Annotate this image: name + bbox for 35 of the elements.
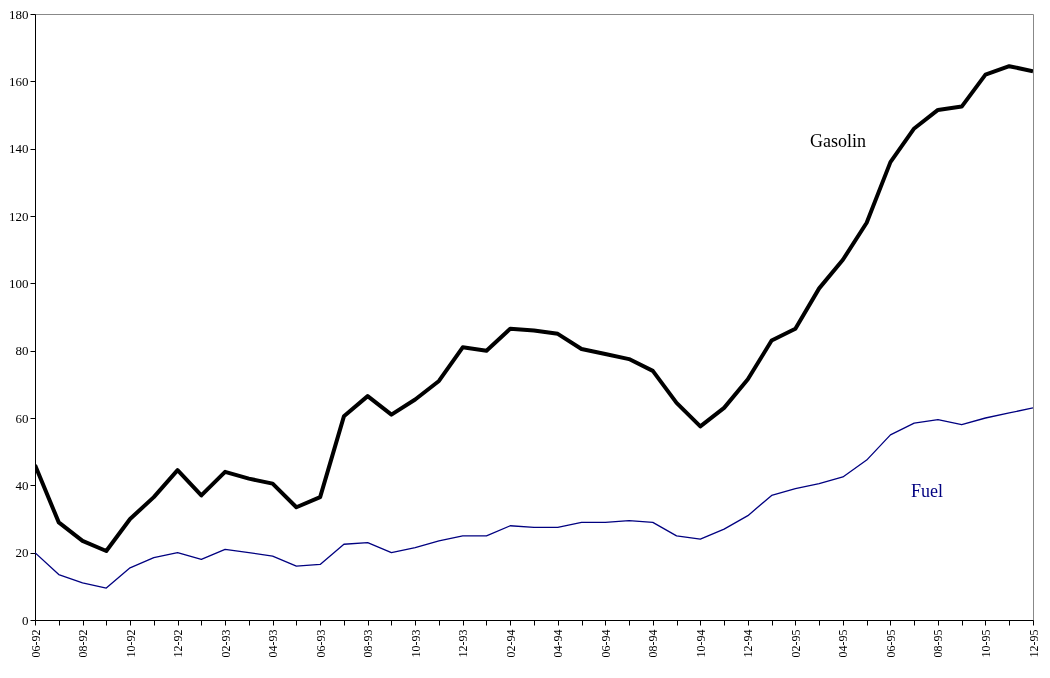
y-tick-label: 140 bbox=[9, 141, 29, 157]
x-tick-label: 08-94 bbox=[646, 629, 661, 658]
x-tick-label: 02-95 bbox=[788, 629, 803, 658]
x-tick-label: 04-93 bbox=[266, 629, 281, 658]
y-tick-label: 60 bbox=[15, 410, 29, 426]
x-tick-label: 08-95 bbox=[931, 629, 946, 658]
x-tick-label: 10-93 bbox=[408, 629, 423, 658]
x-tick-label: 12-94 bbox=[741, 629, 756, 658]
x-tick-label: 02-93 bbox=[218, 629, 233, 658]
x-tick-label: 10-95 bbox=[978, 629, 993, 658]
series-label: Gasolin bbox=[810, 131, 866, 151]
x-tick-label: 10-94 bbox=[693, 629, 708, 658]
x-tick-label: 12-93 bbox=[456, 629, 471, 658]
text: Fuel bbox=[911, 481, 944, 501]
x-tick-label: 06-94 bbox=[598, 629, 613, 658]
y-tick-label: 0 bbox=[22, 612, 29, 628]
x-tick-label: 04-94 bbox=[551, 629, 566, 658]
y-tick-label: 100 bbox=[9, 275, 29, 291]
line-series bbox=[35, 407, 1033, 589]
x-tick-label: 08-92 bbox=[76, 629, 91, 658]
x-tick-label: 02-94 bbox=[503, 629, 518, 658]
y-tick-label: 40 bbox=[15, 477, 29, 493]
y-tick-label: 180 bbox=[9, 6, 29, 22]
x-tick-label: 06-95 bbox=[883, 629, 898, 658]
y-tick-label: 120 bbox=[9, 208, 29, 224]
x-tick-label: 06-93 bbox=[313, 629, 328, 658]
x-tick-label: 08-93 bbox=[361, 629, 376, 658]
x-tick-label: 04-95 bbox=[836, 629, 851, 658]
y-tick-label: 160 bbox=[9, 73, 29, 89]
x-tick-label: 12-92 bbox=[171, 629, 186, 658]
y-tick-label: 20 bbox=[15, 545, 29, 561]
x-tick-label: 12-95 bbox=[1026, 629, 1041, 658]
x-tick-label: 06-92 bbox=[28, 629, 43, 658]
x-tick-label: 10-92 bbox=[123, 629, 138, 658]
y-tick-label: 80 bbox=[15, 343, 29, 359]
